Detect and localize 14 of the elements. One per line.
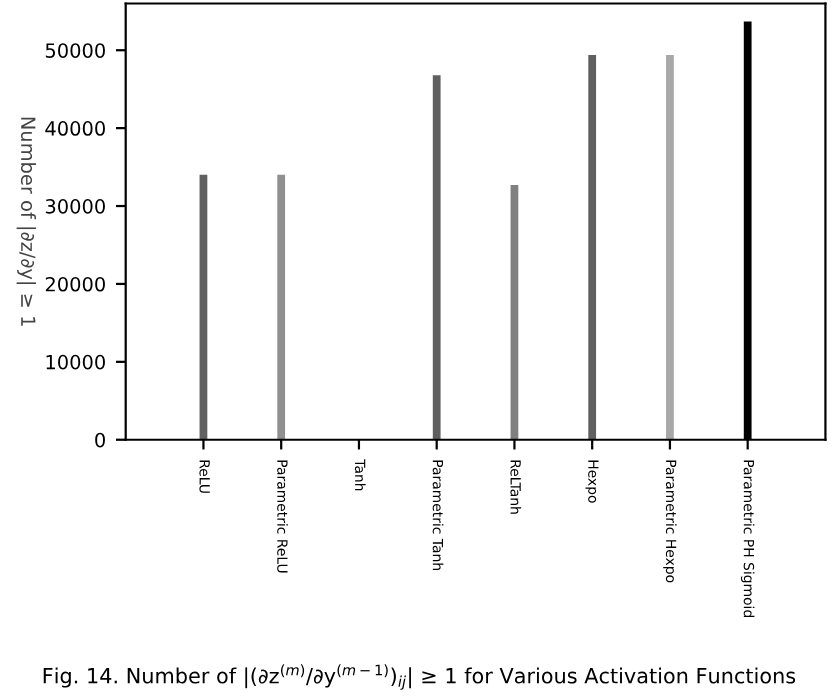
caption: Fig. 14. Number of |(∂z$^{(m)}$/∂y$^{(m−1)}$)$_{ij}$| ≥ 1 for Various Activation Functions	[43, 664, 796, 690]
y-tick-label: 50000	[45, 43, 105, 58]
y-tick-label: 0	[95, 432, 105, 448]
y-axis-title: Number of |∂z/∂y| ≥ 1	[16, 117, 37, 326]
bar	[277, 174, 286, 440]
bar	[199, 174, 208, 440]
bar	[666, 54, 674, 440]
y-tick-label: 10000	[46, 354, 105, 370]
y-tick-label: 40000	[45, 121, 105, 136]
bar	[588, 54, 597, 440]
bar	[510, 185, 519, 440]
bar	[432, 75, 441, 440]
y-tick-label: 20000	[45, 276, 105, 292]
y-tick-label: 30000	[45, 198, 105, 214]
